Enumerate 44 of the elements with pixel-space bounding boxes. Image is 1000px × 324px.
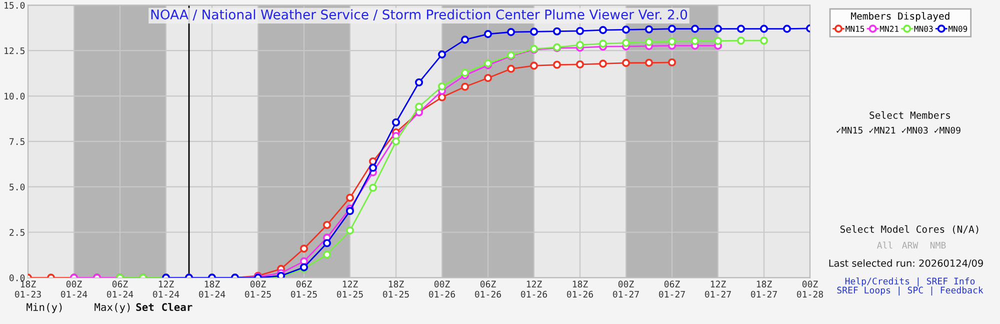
y-tick-label: 0.0	[10, 274, 25, 282]
legend-label: MN15	[846, 26, 864, 32]
text: ✓MN15 ✓MN21 ✓MN03 ✓MN09	[836, 126, 960, 134]
y-tick-label: 7.5	[10, 138, 24, 146]
text: SREF Loops | SPC | Feedback	[837, 286, 984, 296]
y-tick-label: 10.0	[4, 92, 25, 100]
legend-label: MN03	[914, 26, 933, 32]
x-tick-label: 18Z 01-27	[751, 280, 777, 298]
x-tick-label: 12Z 01-25	[337, 280, 363, 298]
x-tick-label: 00Z 01-24	[61, 280, 88, 298]
legend-label: MN09	[948, 26, 968, 32]
text: Select Model Cores (N/A)	[840, 225, 978, 234]
y-tick-label: 5.0	[10, 184, 25, 190]
text: Min(y)	[26, 302, 62, 314]
x-tick-label: 06Z 01-27	[659, 280, 685, 298]
text: Help/Credits | SREF Info	[845, 277, 975, 287]
legend-label: MN21	[880, 26, 898, 32]
x-tick-label: 00Z 01-28	[797, 280, 824, 298]
x-tick-label: 00Z 01-27	[613, 280, 639, 298]
text: Set	[136, 303, 154, 312]
text: All	[877, 242, 892, 249]
x-tick-label: 06Z 01-25	[291, 280, 317, 298]
legend-title: Members Displayed	[851, 12, 950, 22]
x-tick-label: 00Z 01-25	[245, 280, 271, 298]
y-tick-label: 15.0	[4, 2, 25, 9]
x-tick-label: 06Z 01-26	[475, 280, 502, 298]
x-tick-label: 18Z 01-23	[15, 280, 41, 298]
x-tick-label: 00Z 01-26	[429, 280, 456, 298]
text: NMB	[930, 242, 946, 249]
y-tick-label: 12.5	[4, 47, 24, 54]
text: Last selected run: 20260124/09	[829, 259, 983, 268]
x-tick-label: 06Z 01-24	[107, 280, 134, 298]
x-tick-label: 12Z 01-27	[705, 280, 731, 298]
text: Select Members	[870, 111, 950, 119]
x-tick-label: 18Z 01-25	[383, 280, 409, 298]
x-tick-label: 18Z 01-24	[199, 280, 226, 298]
text: Max(y)	[94, 303, 130, 314]
x-tick-label: 18Z 01-26	[567, 280, 594, 298]
x-tick-label: 12Z 01-24	[153, 280, 180, 298]
y-tick-label: 2.5	[10, 229, 24, 236]
text: ARW	[902, 242, 918, 249]
text: Clear	[162, 302, 192, 312]
x-tick-label: 12Z 01-26	[521, 280, 548, 298]
chart-title: NOAA / National Weather Service / Storm Prediction Center Plume Viewer Ver. 2.0	[151, 9, 688, 21]
